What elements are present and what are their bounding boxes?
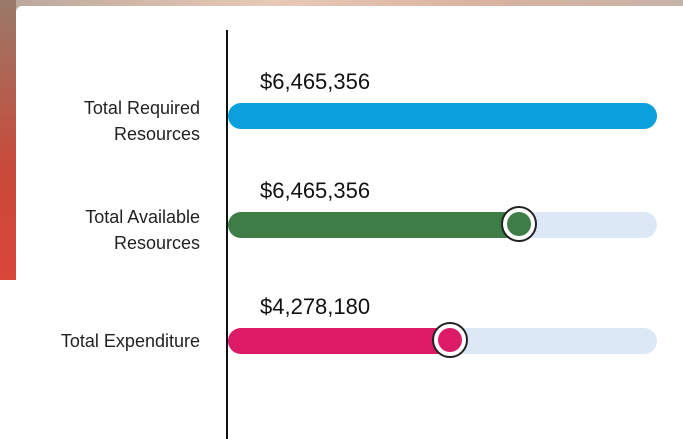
bar-fill — [228, 328, 451, 354]
amount: $6,465,356 — [260, 69, 370, 95]
page: Total Required Resources $6,465,356 Total … — [0, 0, 683, 439]
axis-line — [226, 30, 228, 439]
bar-track — [228, 103, 657, 129]
bar-fill — [228, 212, 520, 238]
bar-fill — [228, 103, 657, 129]
amount: $4,278,180 — [260, 294, 370, 320]
row-label: Total Expenditure — [30, 328, 200, 354]
amount: $6,465,356 — [260, 178, 370, 204]
progress-knob — [501, 206, 537, 242]
bar-track — [228, 328, 657, 354]
row-label: Total Available Resources — [30, 204, 200, 256]
progress-knob — [432, 322, 468, 358]
knob-dot — [438, 328, 462, 352]
row-label: Total Required Resources — [30, 95, 200, 147]
background-photo — [0, 0, 16, 280]
bar-track — [228, 212, 657, 238]
knob-dot — [507, 212, 531, 236]
